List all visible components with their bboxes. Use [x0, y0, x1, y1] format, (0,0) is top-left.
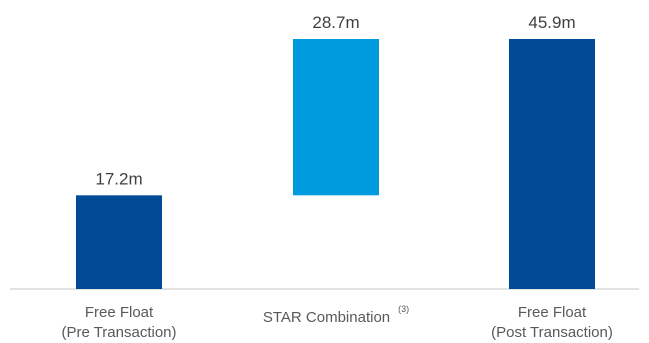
bar-1 — [76, 195, 162, 289]
category-label-line2: (Pre Transaction) — [61, 324, 177, 341]
category-label-line1: Free Float — [84, 304, 154, 321]
bar-2 — [293, 39, 379, 196]
category-label-line1: STAR Combination — [262, 309, 391, 326]
value-label-3: 45.9m — [528, 13, 575, 32]
value-label-2: 28.7m — [312, 13, 359, 32]
category-label-line2: (Post Transaction) — [491, 324, 613, 341]
category-label-line1: Free Float — [517, 304, 587, 321]
bar-3 — [509, 39, 595, 289]
value-label-1: 17.2m — [95, 169, 142, 188]
category-label-post-transaction: Free Float (Post Transaction) — [452, 303, 649, 343]
footnote-marker: (3) — [398, 304, 410, 314]
category-label-pre-transaction: Free Float (Pre Transaction) — [19, 303, 219, 343]
category-label-star-combination: STAR Combination (3) — [236, 303, 436, 328]
